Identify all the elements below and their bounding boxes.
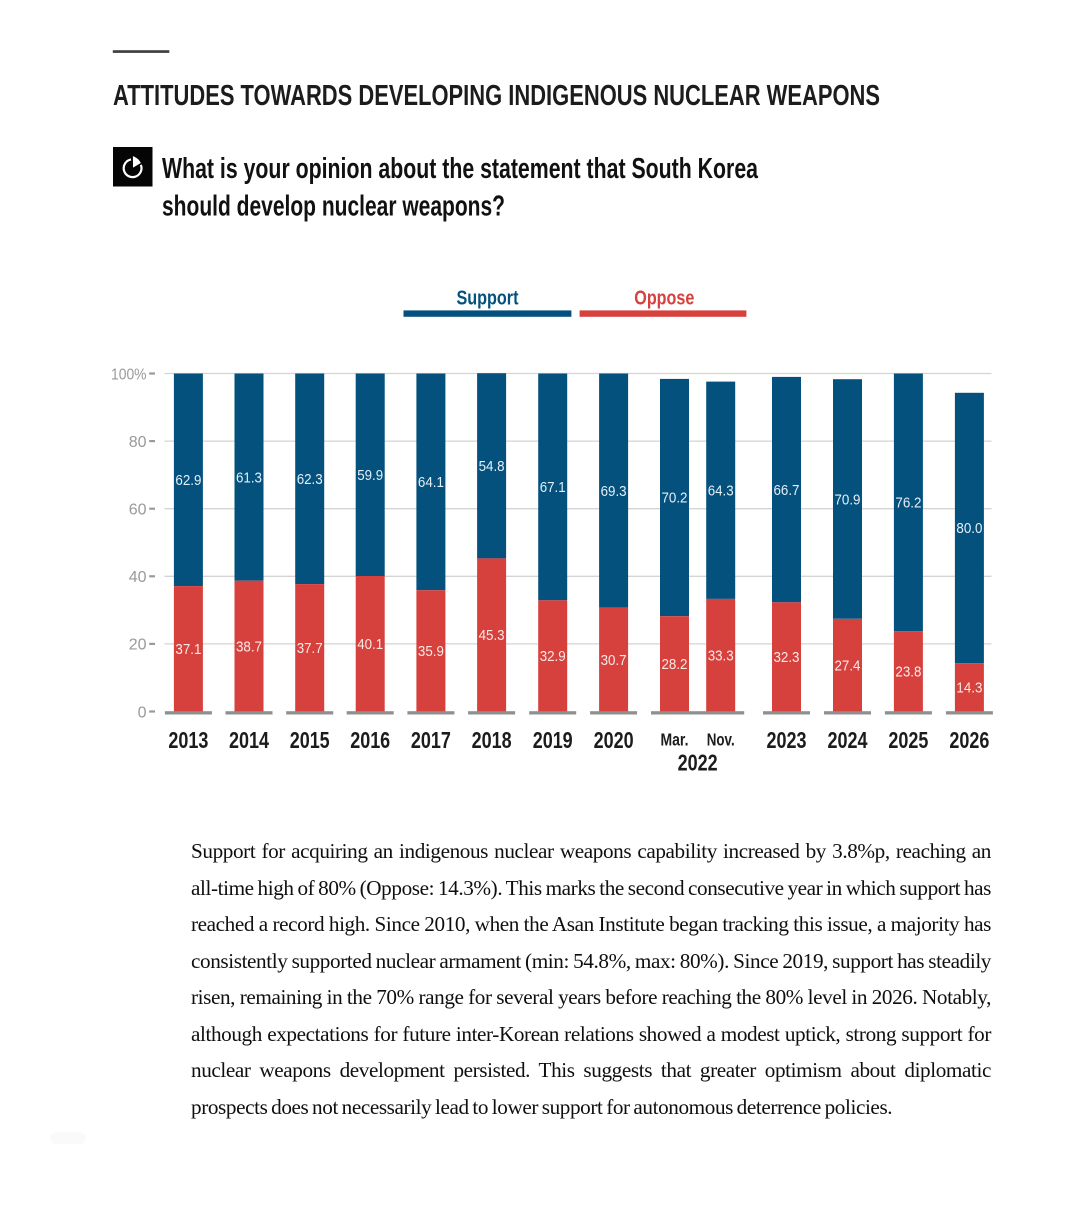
- svg-text:60: 60: [129, 502, 147, 519]
- svg-text:2018: 2018: [472, 727, 512, 753]
- svg-text:27.4: 27.4: [835, 658, 861, 674]
- svg-text:2015: 2015: [290, 727, 330, 753]
- svg-text:2022: 2022: [678, 749, 718, 775]
- svg-text:2017: 2017: [411, 727, 451, 753]
- svg-text:54.8: 54.8: [479, 459, 505, 475]
- svg-text:40: 40: [129, 569, 147, 586]
- svg-text:2014: 2014: [229, 727, 269, 753]
- svg-text:32.9: 32.9: [540, 649, 566, 665]
- svg-text:28.2: 28.2: [662, 657, 688, 673]
- svg-text:37.1: 37.1: [175, 642, 201, 658]
- svg-text:64.3: 64.3: [708, 484, 734, 500]
- svg-text:37.7: 37.7: [297, 641, 323, 657]
- svg-text:64.1: 64.1: [418, 475, 444, 491]
- svg-text:70.9: 70.9: [835, 492, 861, 508]
- svg-text:76.2: 76.2: [895, 496, 921, 512]
- svg-text:100%: 100%: [111, 366, 147, 383]
- svg-text:Oppose: Oppose: [634, 286, 694, 309]
- svg-text:67.1: 67.1: [540, 480, 566, 496]
- svg-text:33.3: 33.3: [708, 648, 734, 664]
- svg-text:62.9: 62.9: [175, 473, 201, 489]
- svg-text:Mar.: Mar.: [661, 730, 689, 750]
- svg-text:2020: 2020: [594, 727, 634, 753]
- svg-text:What is your opinion about the: What is your opinion about the statement…: [162, 153, 759, 185]
- svg-text:2016: 2016: [350, 727, 390, 753]
- svg-text:Nov.: Nov.: [707, 730, 735, 750]
- svg-text:20: 20: [129, 637, 147, 654]
- svg-text:69.3: 69.3: [601, 484, 627, 500]
- svg-text:35.9: 35.9: [418, 644, 444, 660]
- svg-text:38.7: 38.7: [236, 639, 262, 655]
- svg-text:2013: 2013: [168, 727, 208, 753]
- svg-text:62.3: 62.3: [297, 472, 323, 488]
- svg-text:2024: 2024: [828, 727, 868, 753]
- svg-text:40.1: 40.1: [357, 637, 383, 653]
- svg-text:59.9: 59.9: [357, 468, 383, 484]
- svg-text:66.7: 66.7: [774, 483, 800, 499]
- svg-text:0: 0: [138, 704, 147, 721]
- svg-text:should develop nuclear weapons: should develop nuclear weapons?: [162, 191, 505, 223]
- svg-text:ATTITUDES TOWARDS DEVELOPING I: ATTITUDES TOWARDS DEVELOPING INDIGENOUS …: [113, 80, 880, 112]
- svg-text:2025: 2025: [888, 727, 928, 753]
- svg-text:23.8: 23.8: [895, 665, 921, 681]
- svg-text:70.2: 70.2: [662, 491, 688, 507]
- svg-text:32.3: 32.3: [774, 650, 800, 666]
- svg-text:2019: 2019: [533, 727, 573, 753]
- svg-text:80: 80: [129, 434, 147, 451]
- svg-text:30.7: 30.7: [601, 653, 627, 669]
- svg-text:45.3: 45.3: [479, 628, 505, 644]
- svg-text:61.3: 61.3: [236, 470, 262, 486]
- svg-text:2023: 2023: [767, 727, 807, 753]
- svg-text:2026: 2026: [949, 727, 989, 753]
- svg-text:14.3: 14.3: [956, 681, 982, 697]
- svg-text:80.0: 80.0: [956, 521, 982, 537]
- svg-text:Support: Support: [457, 286, 519, 309]
